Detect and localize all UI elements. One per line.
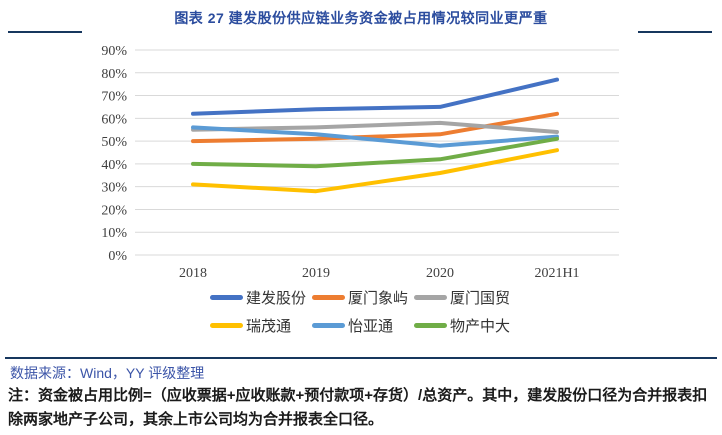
y-axis-tick-label: 10% xyxy=(101,226,127,241)
line-chart: 0% 10% 20% 30% 40% 50% 60% 70% 80% 90% 2018 2019 202… xyxy=(101,44,619,281)
x-axis-tick-label: 2021H1 xyxy=(534,266,579,281)
series-line-厦门国贸 xyxy=(191,120,559,134)
legend-item: 物产中大 xyxy=(414,315,516,336)
x-axis-tick-label: 2019 xyxy=(302,266,330,281)
y-axis-tick-label: 40% xyxy=(101,158,127,173)
legend-row: 瑞茂通 怡亚通 物产中大 xyxy=(210,315,516,336)
legend-label: 厦门象屿 xyxy=(348,291,409,307)
series-line-怡亚通 xyxy=(191,125,559,148)
series-line-物产中大 xyxy=(191,136,559,169)
x-axis-tick-label: 2018 xyxy=(179,266,207,281)
chart-title: 图表 27 建发股份供应链业务资金被占用情况较同业更严重 xyxy=(174,10,548,26)
note-text: 注：资金被占用比例=（应收票据+应收账款+预付款项+存货）/总资产。其中，建发股… xyxy=(8,387,708,428)
y-axis-tick-label: 80% xyxy=(101,67,127,82)
legend-item: 建发股份 xyxy=(210,287,312,308)
legend-label: 瑞茂通 xyxy=(246,319,292,335)
legend-row: 建发股份 厦门象屿 厦门国贸 xyxy=(210,287,516,308)
title-accent-rule-left xyxy=(8,31,82,33)
legend-item: 怡亚通 xyxy=(312,315,414,336)
series-line-瑞茂通 xyxy=(191,148,559,194)
legend-item: 瑞茂通 xyxy=(210,315,312,336)
y-axis-tick-label: 90% xyxy=(101,44,127,59)
y-axis-tick-label: 70% xyxy=(101,90,127,105)
y-axis-tick-label: 30% xyxy=(101,181,127,196)
legend-label: 怡亚通 xyxy=(348,319,394,335)
legend-line-swatch xyxy=(414,323,447,328)
x-axis-tick-label: 2020 xyxy=(426,266,454,281)
data-source-text: 数据来源：Wind，YY 评级整理 xyxy=(10,365,205,381)
legend-line-swatch xyxy=(312,295,345,300)
legend-label: 厦门国贸 xyxy=(450,291,511,307)
legend-line-swatch xyxy=(414,295,447,300)
legend-label: 建发股份 xyxy=(246,291,307,307)
y-axis-tick-label: 20% xyxy=(101,203,127,218)
y-axis-tick-label: 60% xyxy=(101,112,127,127)
series-line-厦门象屿 xyxy=(191,111,559,144)
legend-line-swatch xyxy=(210,295,243,300)
y-axis-tick-label: 50% xyxy=(101,135,127,150)
title-accent-rule-right xyxy=(638,31,712,33)
legend-item: 厦门象屿 xyxy=(312,287,414,308)
footer-rule xyxy=(5,357,717,359)
legend-item: 厦门国贸 xyxy=(414,287,516,308)
legend-label: 物产中大 xyxy=(450,319,511,335)
series-line-建发股份 xyxy=(191,77,559,116)
legend-line-swatch xyxy=(312,323,345,328)
legend-line-swatch xyxy=(210,323,243,328)
chart-legend: 建发股份 厦门象屿 厦门国贸瑞茂通 怡亚通 物产中大 xyxy=(210,287,516,336)
y-axis-tick-label: 0% xyxy=(108,249,127,264)
